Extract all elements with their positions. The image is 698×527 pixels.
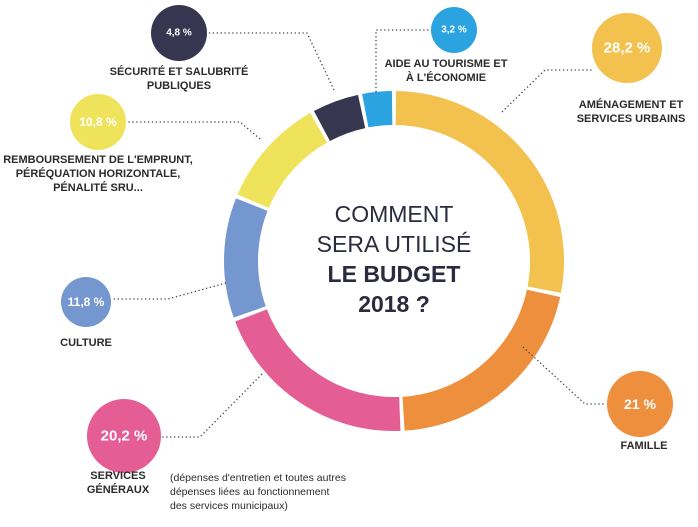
- title-line-1: COMMENT: [335, 201, 454, 227]
- category-label-famille: FAMILLE: [620, 440, 667, 452]
- note-services-generaux: (dépenses d'entretien et toutes autres: [170, 472, 346, 484]
- note-services-generaux: des services municipaux): [170, 500, 288, 512]
- category-label-remboursement: PÉNALITÉ SRU...: [53, 181, 143, 194]
- bubble-amenagement: [592, 13, 662, 83]
- leader-services-generaux: [162, 373, 263, 438]
- title-line-3: LE BUDGET: [328, 261, 461, 287]
- bubble-securite: [151, 5, 207, 61]
- category-label-securite: SÉCURITÉ ET SALUBRITÉ: [110, 65, 249, 78]
- leader-famille: [522, 346, 606, 405]
- bubble-services-generaux: [87, 399, 161, 473]
- category-label-services-generaux: GÉNÉRAUX: [87, 483, 150, 496]
- slice-famille: [402, 289, 561, 431]
- category-label-remboursement: REMBOURSEMENT DE L'EMPRUNT,: [3, 154, 193, 166]
- value-label-services-generaux: 20,2 %: [101, 428, 148, 445]
- bubble-tourisme: [431, 7, 477, 53]
- leader-lines: [112, 29, 606, 438]
- category-label-amenagement: AMÉNAGEMENT ET: [579, 98, 684, 111]
- bubble-famille: [607, 371, 673, 437]
- title-line-2: SERA UTILISÉ: [317, 231, 472, 257]
- slice-labels: AMÉNAGEMENT ET SERVICES URBAINS FAMILLE SER…: [3, 58, 685, 512]
- leader-securite: [207, 32, 335, 91]
- bubble-culture: [61, 277, 111, 327]
- slice-amenagement: [395, 91, 565, 293]
- category-label-tourisme: À L'ÉCONOMIE: [406, 71, 486, 84]
- category-label-culture: CULTURE: [60, 337, 112, 349]
- category-label-services-generaux: SERVICES: [90, 470, 145, 482]
- bubble-remboursement: [70, 94, 126, 150]
- category-label-amenagement: SERVICES URBAINS: [577, 113, 686, 125]
- title-line-4: 2018 ?: [358, 291, 430, 317]
- slice-securite: [313, 94, 366, 142]
- value-label-tourisme: 3,2 %: [441, 25, 467, 36]
- category-label-securite: PUBLIQUES: [147, 80, 211, 92]
- slice-services-generaux: [235, 309, 401, 431]
- value-label-famille: 21 %: [624, 396, 656, 412]
- donut-slices: [224, 91, 565, 431]
- value-label-culture: 11,8 %: [68, 295, 105, 309]
- value-label-amenagement: 28,2 %: [604, 40, 651, 57]
- slice-culture: [224, 198, 268, 318]
- leader-amenagement: [501, 69, 592, 113]
- value-bubbles: 28,2 % 21 % 20,2 % 11,8 % 10,8 % 4,8 % 3,2 %: [61, 5, 673, 473]
- chart-title: COMMENT SERA UTILISÉ LE BUDGET 2018 ?: [317, 201, 472, 317]
- leader-remboursement: [127, 121, 261, 140]
- leader-culture: [112, 282, 227, 300]
- note-services-generaux: dépenses liées au fonctionnement: [170, 486, 329, 498]
- slice-remboursement: [237, 113, 328, 208]
- category-label-remboursement: PÉRÉQUATION HORIZONTALE,: [16, 167, 181, 180]
- category-label-tourisme: AIDE AU TOURISME ET: [385, 58, 508, 70]
- value-label-remboursement: 10,8 %: [79, 115, 117, 129]
- value-label-securite: 4,8 %: [166, 28, 192, 39]
- leader-tourisme: [375, 29, 431, 92]
- slice-tourisme: [362, 91, 393, 128]
